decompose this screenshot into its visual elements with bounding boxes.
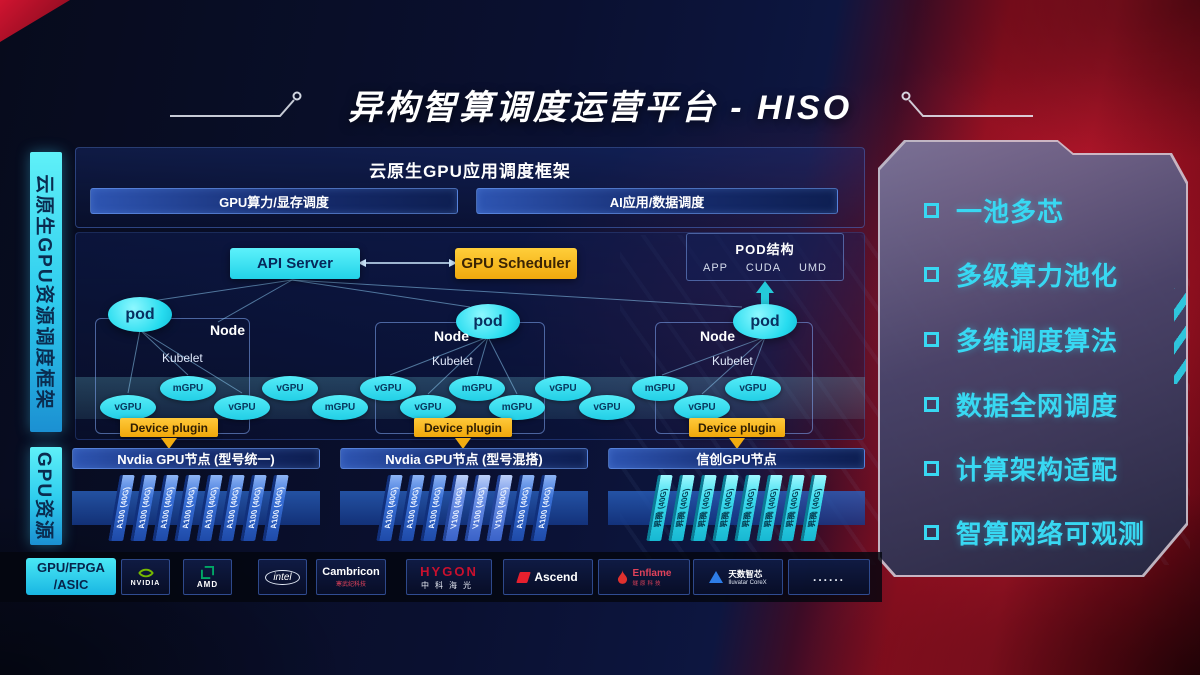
amd-arrow-icon [201,565,214,579]
feature-item-3: 多维调度算法 [924,321,1118,357]
feature-item-2: 多级算力池化 [924,256,1118,292]
gpu-ellipse: vGPU [400,395,456,420]
gpu-section-1-title: Nvdia GPU节点 (型号统一) [72,448,320,469]
gpu-ellipse: mGPU [489,395,545,420]
ascend-mark-icon [516,571,532,583]
gpu-section-3-band [608,491,865,525]
gpu-ellipse: mGPU [632,376,688,401]
vendor-tile-nvidia: NVIDIA [121,559,170,595]
node-2-label: Node [434,328,469,344]
gpu-ellipse: vGPU [725,376,781,401]
square-bullet-icon [924,332,939,347]
api-server-box: API Server [230,248,360,279]
square-bullet-icon [924,525,939,540]
node-3-kubelet: Kubelet [712,354,753,368]
square-bullet-icon [924,461,939,476]
gpu-ellipse: vGPU [579,395,635,420]
gpu-ellipse: vGPU [100,395,156,420]
pod-ellipse-1: pod [108,297,172,332]
nvidia-eye-icon [137,568,154,578]
top-framework-panel: 云原生GPU应用调度框架 GPU算力/显存调度 AI应用/数据调度 [75,147,865,228]
bar-gpu-compute-scheduling: GPU算力/显存调度 [90,188,458,214]
gpu-section-2-title: Nvdia GPU节点 (型号混搭) [340,448,588,469]
gpu-ellipse: mGPU [312,395,368,420]
feature-panel-inner: 一池多芯 多级算力池化 多维调度算法 数据全网调度 计算架构适配 智算网络可观测 [880,142,1186,575]
gpu-scheduler-box: GPU Scheduler [455,248,577,279]
gpu-ellipse: vGPU [674,395,730,420]
square-bullet-icon [924,397,939,412]
pod-structure-title: POD结构 [735,242,795,257]
device-plugin-arrow-1 [161,438,177,449]
pod-ellipse-2: pod [456,304,520,339]
node-2-kubelet: Kubelet [432,354,473,368]
rail-gpu-resource-label: GPU资源 [33,451,55,541]
vendor-tile-more: ...... [788,559,870,595]
iluvatar-triangle-icon [709,571,724,583]
gpu-ellipse: vGPU [360,376,416,401]
square-bullet-icon [924,203,939,218]
node-1-label: Node [210,322,245,338]
feature-item-1: 一池多芯 [924,192,1064,228]
node-3-label: Node [700,328,735,344]
feature-item-6: 智算网络可观测 [924,514,1145,550]
pod-structure-item-app: APP [703,262,729,274]
device-plugin-arrow-3 [729,438,745,449]
vendor-tile-cambricon: Cambricon 寒武纪科技 [316,559,386,595]
rail-cloud-native-gpu-label: 云原生GPU资源调度框架 [33,173,55,411]
gpu-ellipse: mGPU [449,376,505,401]
gpu-ellipse: vGPU [214,395,270,420]
pod-structure-item-cuda: CUDA [745,262,782,274]
device-plugin-3: Device plugin [689,418,785,437]
pod-ellipse-3: pod [733,304,797,339]
feature-item-5: 计算架构适配 [924,450,1118,486]
gpu-ellipse: vGPU [262,376,318,401]
feature-panel: 一池多芯 多级算力池化 多维调度算法 数据全网调度 计算架构适配 智算网络可观测 [878,140,1188,577]
vendor-tile-intel: intel [258,559,307,595]
vendor-tile-amd: AMD [183,559,232,595]
feature-item-4: 数据全网调度 [924,386,1118,422]
page-title: 异构智算调度运营平台 - HISO [347,89,853,127]
hazard-stripes-decoration [1174,288,1200,384]
vendor-tile-iluvatar: 天数智芯 Iluvatar CoreX [693,559,783,595]
enflame-flame-icon [617,569,627,584]
gpu-section-3-title: 信创GPU节点 [608,448,865,469]
square-bullet-icon [924,267,939,282]
gpu-ellipse: vGPU [535,376,591,401]
node-1-kubelet: Kubelet [162,351,203,365]
rail-cloud-native-gpu: 云原生GPU资源调度框架 [30,152,62,432]
pod-structure-item-umd: UMD [798,262,827,274]
vendor-tile-hygon: HYGON 中科海光 [406,559,492,595]
chip-types-box: GPU/FPGA /ASIC [26,558,116,595]
corner-red-decoration [0,0,70,42]
top-framework-title: 云原生GPU应用调度框架 [369,162,571,181]
rail-gpu-resource: GPU资源 [30,447,62,545]
device-plugin-2: Device plugin [414,418,512,437]
device-plugin-arrow-2 [455,438,471,449]
intel-oval-logo: intel [265,569,300,585]
pod-structure-box: POD结构 APP CUDA UMD [686,233,844,281]
bar-ai-app-data-scheduling: AI应用/数据调度 [476,188,838,214]
device-plugin-1: Device plugin [120,418,218,437]
gpu-ellipse: mGPU [160,376,216,401]
vendor-tile-enflame: Enflame 燧原科技 [598,559,690,595]
vendor-tile-ascend: Ascend [503,559,593,595]
